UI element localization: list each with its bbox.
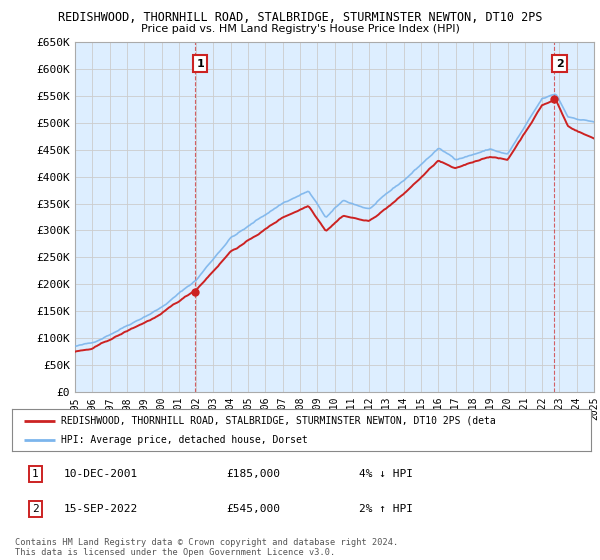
Text: 4% ↓ HPI: 4% ↓ HPI (359, 469, 413, 479)
Text: 1: 1 (196, 59, 204, 68)
Text: Price paid vs. HM Land Registry's House Price Index (HPI): Price paid vs. HM Land Registry's House … (140, 24, 460, 34)
Text: 10-DEC-2001: 10-DEC-2001 (64, 469, 139, 479)
Text: Contains HM Land Registry data © Crown copyright and database right 2024.
This d: Contains HM Land Registry data © Crown c… (15, 538, 398, 557)
Text: 2% ↑ HPI: 2% ↑ HPI (359, 504, 413, 514)
Text: £185,000: £185,000 (226, 469, 280, 479)
Text: HPI: Average price, detached house, Dorset: HPI: Average price, detached house, Dors… (61, 435, 308, 445)
Text: REDISHWOOD, THORNHILL ROAD, STALBRIDGE, STURMINSTER NEWTON, DT10 2PS: REDISHWOOD, THORNHILL ROAD, STALBRIDGE, … (58, 11, 542, 24)
Text: REDISHWOOD, THORNHILL ROAD, STALBRIDGE, STURMINSTER NEWTON, DT10 2PS (deta: REDISHWOOD, THORNHILL ROAD, STALBRIDGE, … (61, 416, 496, 426)
Text: 2: 2 (556, 59, 563, 68)
Text: 15-SEP-2022: 15-SEP-2022 (64, 504, 139, 514)
Text: 1: 1 (32, 469, 38, 479)
Text: 2: 2 (32, 504, 38, 514)
Text: £545,000: £545,000 (226, 504, 280, 514)
